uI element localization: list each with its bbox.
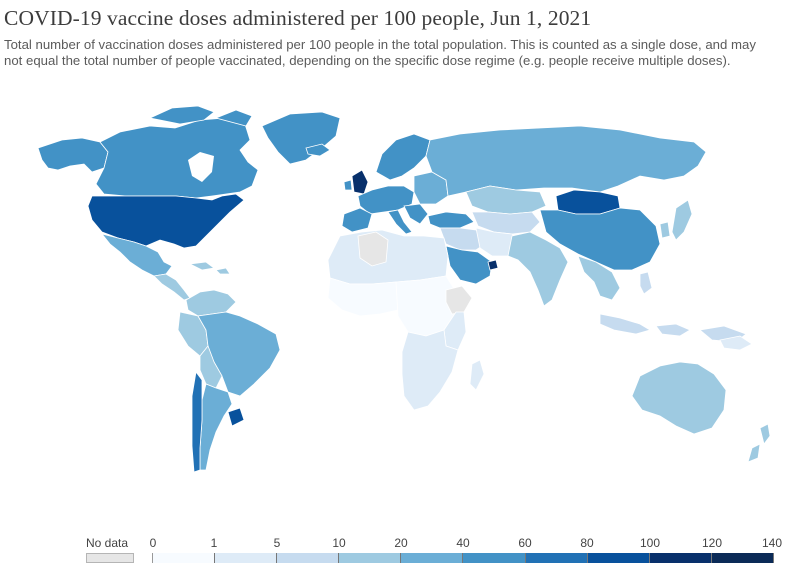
legend-bin-100-120[interactable] [649, 553, 712, 563]
region-algeria-nodata[interactable] [357, 231, 389, 267]
region-chile[interactable] [191, 371, 203, 473]
legend-tick: 5 [273, 536, 281, 550]
region-australia[interactable] [631, 361, 727, 435]
legend-tick: 120 [701, 536, 723, 550]
legend-bin-40-60[interactable] [463, 553, 526, 563]
no-data-label: No data [86, 536, 129, 550]
region-turkey[interactable] [427, 211, 475, 229]
region-argentina[interactable] [199, 383, 233, 471]
region-india-pakistan[interactable] [507, 231, 569, 307]
region-ireland[interactable] [343, 179, 353, 191]
legend-bin-80-100[interactable] [587, 553, 650, 563]
region-russia[interactable] [425, 125, 707, 197]
legend-tick: 10 [332, 536, 346, 550]
legend-bin-60-80[interactable] [525, 553, 588, 563]
region-scandinavia[interactable] [375, 133, 431, 181]
region-usa[interactable] [87, 193, 245, 249]
world-map [0, 100, 790, 530]
legend-tick: 20 [394, 536, 408, 550]
region-saudi-arabia[interactable] [445, 245, 493, 285]
region-central-asia[interactable] [471, 211, 541, 235]
chart-title: COVID-19 vaccine doses administered per … [4, 6, 592, 30]
region-caribbean[interactable] [188, 261, 231, 275]
legend-bin-120-140[interactable] [711, 553, 774, 563]
region-hudson-bay [188, 152, 214, 182]
region-uae[interactable] [487, 259, 499, 271]
legend-tick: 100 [639, 536, 661, 550]
region-greenland[interactable] [261, 111, 341, 165]
region-new-zealand[interactable] [747, 423, 771, 463]
region-china[interactable] [539, 207, 661, 271]
region-bolivia-paraguay[interactable] [199, 345, 223, 389]
legend-bin-20-40[interactable] [401, 553, 464, 563]
region-canada[interactable] [95, 117, 259, 199]
region-iceland[interactable] [305, 143, 331, 157]
legend-bin-1-5[interactable] [215, 553, 278, 563]
region-colombia-venezuela[interactable] [185, 289, 237, 317]
region-north-africa[interactable] [327, 229, 449, 285]
legend-tick: 0 [149, 536, 157, 550]
region-uruguay[interactable] [227, 407, 245, 427]
color-legend: No data 0 1 5 10 20 40 60 80 100 120 140 [0, 532, 790, 564]
region-central-america[interactable] [153, 273, 191, 301]
legend-tick: 140 [761, 536, 783, 550]
no-data-swatch [86, 553, 134, 563]
region-madagascar[interactable] [469, 359, 485, 391]
region-mongolia[interactable] [555, 189, 621, 215]
region-iberia[interactable] [341, 207, 373, 233]
legend-bin-10-20[interactable] [339, 553, 402, 563]
region-kazakhstan[interactable] [465, 185, 547, 215]
region-alaska[interactable] [37, 137, 109, 173]
region-mexico[interactable] [100, 233, 173, 277]
region-uk[interactable] [351, 169, 369, 195]
region-west-africa[interactable] [327, 277, 405, 317]
legend-tick: 80 [580, 536, 594, 550]
chart-subtitle: Total number of vaccination doses admini… [4, 37, 756, 68]
region-indonesia[interactable] [599, 313, 747, 343]
legend-color-scale [152, 553, 774, 563]
region-southern-africa[interactable] [401, 329, 459, 411]
region-philippines[interactable] [639, 271, 653, 295]
region-ethiopia-nodata[interactable] [445, 285, 473, 315]
region-brazil[interactable] [197, 311, 281, 397]
legend-bin-5-10[interactable] [277, 553, 340, 563]
legend-tick: 40 [456, 536, 470, 550]
region-arctic-islands[interactable] [148, 105, 253, 127]
legend-tick: 60 [518, 536, 532, 550]
region-papua[interactable] [719, 335, 753, 351]
region-southeast-asia[interactable] [577, 255, 621, 301]
region-korea-japan[interactable] [659, 199, 693, 241]
legend-bin-0-1[interactable] [152, 553, 216, 563]
legend-tick: 1 [210, 536, 218, 550]
region-italy-balkans[interactable] [387, 203, 429, 235]
